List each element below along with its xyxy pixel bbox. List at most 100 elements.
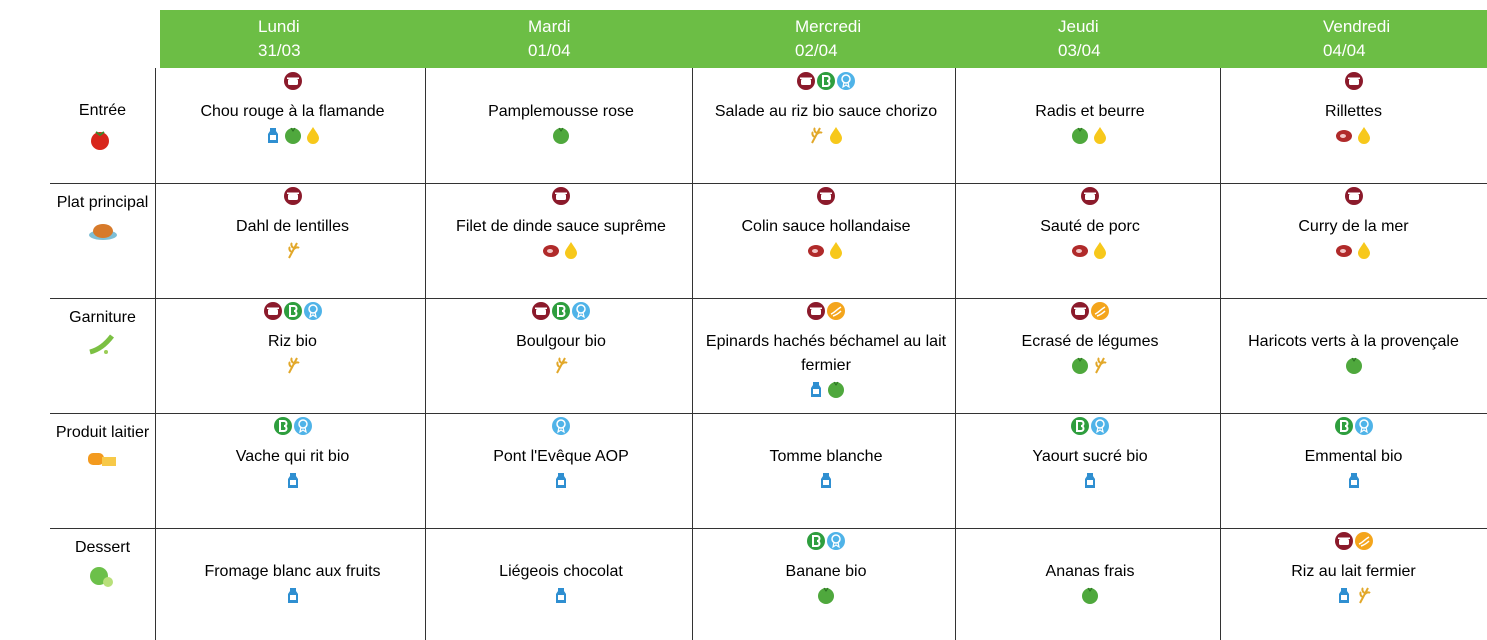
dish-name: Fromage blanc aux fruits [204,563,381,580]
menu-cell: Rillettes [1220,68,1487,183]
column-border [1220,68,1221,640]
row-border [50,413,1487,414]
dish-name: Pont l'Evêque AOP [493,448,629,465]
icon [551,416,571,436]
icon [816,71,836,91]
dish-name: Pamplemousse rose [488,103,634,120]
icon [806,240,826,260]
allergen-icons [551,469,571,491]
icon [1334,125,1354,145]
day-name: Vendredi [1323,17,1391,36]
label-icons [263,300,323,322]
icon [806,301,826,321]
menu-cell: Fromage blanc aux fruits [155,528,430,640]
dish-name: Banane bio [785,563,867,580]
menu-cell: Curry de la mer [1220,183,1487,298]
menu-cell: Banane bio [692,528,960,640]
day-date: 03/04 [1058,41,1101,60]
day-name: Lundi [258,17,300,36]
menu-cell: Liégeois chocolat [425,528,697,640]
label-icons [1344,70,1364,92]
day-date: 04/04 [1323,41,1366,60]
day-header: Jeudi 03/04 [960,10,1225,68]
icon [1090,125,1110,145]
menu-cell: Sauté de porc [955,183,1225,298]
icon [826,125,846,145]
day-name: Mercredi [795,17,862,36]
menu-cell: Vache qui rit bio [155,413,430,528]
icon [1090,301,1110,321]
icon [263,301,283,321]
icon [836,71,856,91]
icon [541,240,561,260]
icon [531,301,551,321]
icon [806,125,826,145]
allergen-icons [283,584,303,606]
row-label-text: Dessert [74,539,131,556]
allergen-icons [806,378,846,400]
menu-cell: Pont l'Evêque AOP [425,413,697,528]
label-icons [806,530,846,552]
column-border [692,68,693,640]
menu-cell: Filet de dinde sauce suprême [425,183,697,298]
icon [1080,186,1100,206]
icon [571,301,591,321]
day-name: Mardi [528,17,571,36]
menu-cell: Pamplemousse rose [425,68,697,183]
dish-name: Haricots verts à la provençale [1248,333,1459,350]
menu-cell: Colin sauce hollandaise [692,183,960,298]
row-label-text: Garniture [69,309,136,326]
icon [1070,416,1090,436]
icon [1344,470,1364,490]
allergen-icons [1334,584,1374,606]
menu-cell: Dahl de lentilles [155,183,430,298]
row-icon [50,562,155,588]
icon [283,240,303,260]
column-border [155,68,156,640]
icon [293,416,313,436]
allergen-icons [806,124,846,146]
icon [283,71,303,91]
icon [561,240,581,260]
row-icon [50,447,155,473]
icon [1080,470,1100,490]
icon [1080,585,1100,605]
icon [816,585,836,605]
dish-name: Dahl de lentilles [236,218,349,235]
menu-cell: Riz au lait fermier [1220,528,1487,640]
row-icon [50,332,155,358]
menu-cell: Yaourt sucré bio [955,413,1225,528]
row-label: Dessert [50,536,155,588]
dish-name: Riz bio [268,333,317,350]
icon [1090,355,1110,375]
icon [826,531,846,551]
menu-cell: Radis et beurre [955,68,1225,183]
icon [816,470,836,490]
allergen-icons [816,584,836,606]
icon [1070,301,1090,321]
icon [826,240,846,260]
menu-cell: Chou rouge à la flamande [155,68,430,183]
icon [551,186,571,206]
allergen-icons [1070,354,1110,376]
icon [551,301,571,321]
allergen-icons [283,354,303,376]
label-icons [796,70,856,92]
day-date: 01/04 [528,41,571,60]
allergen-icons [1070,124,1110,146]
icon [1334,416,1354,436]
allergen-icons [1070,239,1110,261]
icon [1354,125,1374,145]
menu-cell: Salade au riz bio sauce chorizo [692,68,960,183]
icon [826,301,846,321]
day-header: Mardi 01/04 [430,10,697,68]
allergen-icons [1344,469,1364,491]
menu-cell: Epinards hachés béchamel au lait fermier [692,298,960,413]
dish-name: Ecrasé de légumes [1021,333,1159,350]
menu-cell: Ananas frais [955,528,1225,640]
icon [816,186,836,206]
icon [283,585,303,605]
row-border [50,183,1487,184]
row-label-text: Entrée [78,102,127,119]
